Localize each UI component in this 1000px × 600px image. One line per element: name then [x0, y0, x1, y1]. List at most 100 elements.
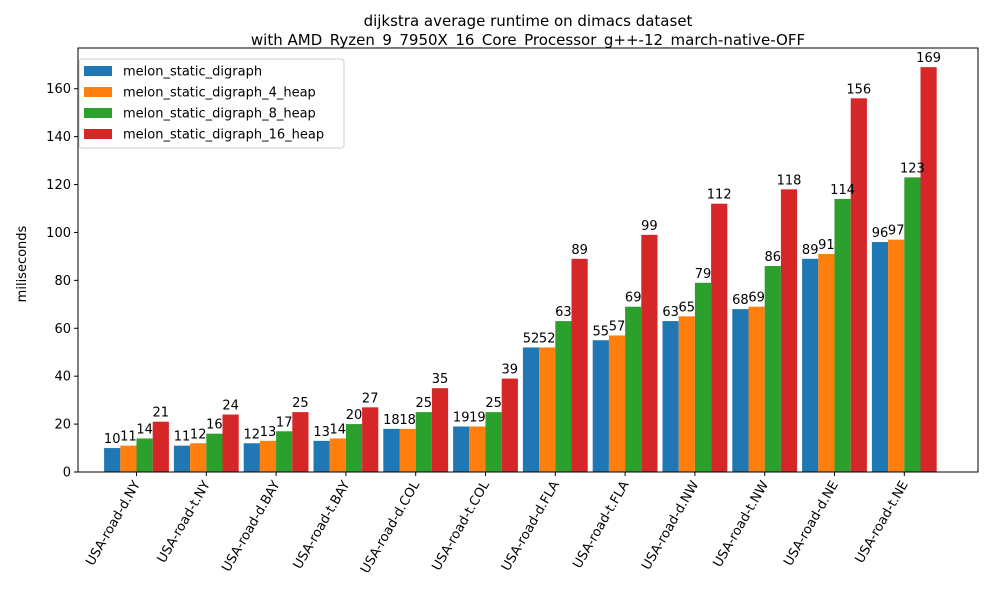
chart-title-line2: with AMD_Ryzen_9_7950X_16_Core_Processor… [251, 31, 805, 50]
bar-1-USA-road-t.NW [732, 309, 749, 472]
bar-3-USA-road-t.FLA [625, 306, 642, 472]
bar-2-USA-road-t.NE [888, 239, 905, 472]
x-tick-label: USA-road-d.FLA [499, 478, 563, 574]
bar-value-label: 57 [609, 319, 626, 334]
bar-value-label: 20 [346, 408, 363, 423]
legend: melon_static_digraph melon_static_digraph… [78, 58, 345, 149]
bar-value-label: 89 [802, 243, 819, 258]
bar-3-USA-road-d.COL [415, 412, 432, 472]
bar-2-USA-road-d.FLA [539, 347, 556, 472]
bar-1-USA-road-d.NE [802, 258, 819, 472]
x-tick-label: USA-road-d.BAY [219, 478, 283, 574]
bar-value-label: 27 [362, 391, 379, 406]
bar-1-USA-road-d.FLA [522, 347, 540, 472]
y-tick-label: 0 [63, 466, 71, 481]
bar-value-label: 16 [206, 418, 223, 433]
y-tick-label: 100 [46, 226, 71, 241]
bar-4-USA-road-d.NE [850, 98, 867, 472]
bar-value-label: 65 [679, 300, 696, 315]
x-tick-label: USA-road-t.FLA [570, 478, 632, 571]
bar-value-label: 89 [571, 243, 588, 258]
bar-1-USA-road-t.FLA [592, 340, 609, 472]
bar-2-USA-road-d.NY [120, 445, 137, 472]
bar-4-USA-road-d.NY [152, 421, 169, 472]
bar-2-USA-road-d.BAY [259, 440, 277, 472]
bar-3-USA-road-d.NE [834, 198, 851, 473]
bar-value-label: 69 [625, 291, 642, 306]
bar-2-USA-road-t.BAY [329, 438, 346, 472]
bars-group [104, 67, 937, 473]
bar-1-USA-road-t.NE [871, 242, 889, 472]
bar-value-label: 19 [469, 410, 486, 425]
bar-4-USA-road-t.COL [501, 378, 518, 472]
bar-2-USA-road-d.COL [399, 428, 416, 472]
bar-3-USA-road-d.NW [694, 282, 712, 472]
bar-3-USA-road-d.BAY [276, 431, 293, 472]
bar-value-label: 10 [104, 432, 121, 447]
bar-4-USA-road-d.FLA [571, 258, 588, 472]
bar-4-USA-road-d.NW [711, 203, 728, 472]
y-axis: 0 20 40 60 80 100 120 140 160 [46, 82, 78, 481]
legend-swatch [84, 129, 112, 139]
bar-value-label: 11 [120, 430, 137, 445]
bar-2-USA-road-t.COL [469, 426, 486, 472]
bar-value-label: 97 [888, 224, 905, 239]
legend-entry-label: melon_static_digraph [123, 65, 262, 80]
bar-value-label: 63 [555, 305, 572, 320]
legend-entry-label: melon_static_digraph_16_heap [123, 128, 324, 143]
bar-3-USA-road-d.NY [136, 438, 153, 472]
x-tick-label: USA-road-t.BAY [291, 478, 354, 571]
bar-value-label: 39 [502, 363, 519, 378]
y-tick-label: 160 [46, 82, 71, 97]
x-tick-label: USA-road-d.NY [83, 478, 144, 568]
bar-1-USA-road-t.BAY [313, 440, 330, 472]
bar-4-USA-road-d.COL [431, 388, 449, 472]
bar-value-label: 14 [330, 422, 347, 437]
bar-4-USA-road-t.NY [222, 414, 239, 472]
bar-value-label: 25 [292, 396, 309, 411]
x-tick-label: USA-road-t.NW [711, 478, 773, 570]
bar-3-USA-road-t.NE [904, 177, 921, 473]
legend-box [78, 58, 345, 149]
bar-value-label: 35 [432, 372, 449, 387]
bar-value-label: 19 [453, 410, 470, 425]
bar-3-USA-road-t.COL [485, 412, 502, 472]
bar-value-label: 79 [695, 267, 712, 282]
y-tick-label: 40 [54, 370, 71, 385]
bar-3-USA-road-d.FLA [555, 321, 572, 472]
bar-value-label: 69 [748, 291, 765, 306]
bar-value-label: 12 [244, 427, 261, 442]
bar-value-label: 99 [641, 219, 658, 234]
bar-3-USA-road-t.NY [206, 433, 223, 472]
bar-4-USA-road-t.NE [920, 67, 937, 472]
bar-value-label: 18 [399, 413, 416, 428]
bar-value-label: 17 [276, 415, 293, 430]
bar-value-label: 114 [830, 183, 855, 198]
bar-1-USA-road-t.COL [453, 426, 470, 472]
bar-value-label: 25 [485, 396, 502, 411]
y-tick-label: 60 [54, 322, 71, 337]
x-tick-label: USA-road-d.NW [639, 478, 702, 572]
bar-value-label: 169 [916, 51, 941, 66]
bar-1-USA-road-d.COL [383, 428, 400, 472]
x-axis: USA-road-d.NY USA-road-t.NY USA-road-d.BAY… [83, 472, 912, 576]
bar-3-USA-road-t.BAY [345, 424, 363, 472]
bar-value-label: 68 [732, 293, 749, 308]
bar-value-label: 118 [777, 173, 802, 188]
bar-value-label: 86 [765, 250, 782, 265]
bar-value-label: 52 [539, 331, 556, 346]
x-tick-label: USA-road-t.NE [853, 479, 912, 567]
bar-value-label: 112 [707, 188, 732, 203]
legend-entry-label: melon_static_digraph_4_heap [123, 86, 316, 101]
bar-4-USA-road-t.FLA [641, 234, 658, 472]
x-tick-label: USA-road-d.NE [781, 479, 842, 569]
bar-value-label: 12 [190, 427, 207, 442]
bar-2-USA-road-t.NW [748, 306, 765, 472]
y-tick-label: 80 [54, 274, 71, 289]
bar-value-label: 13 [260, 425, 277, 440]
bar-value-label: 52 [523, 331, 540, 346]
bar-value-label: 14 [136, 422, 153, 437]
bar-value-label: 24 [222, 399, 239, 414]
bar-1-USA-road-d.NY [104, 448, 121, 472]
